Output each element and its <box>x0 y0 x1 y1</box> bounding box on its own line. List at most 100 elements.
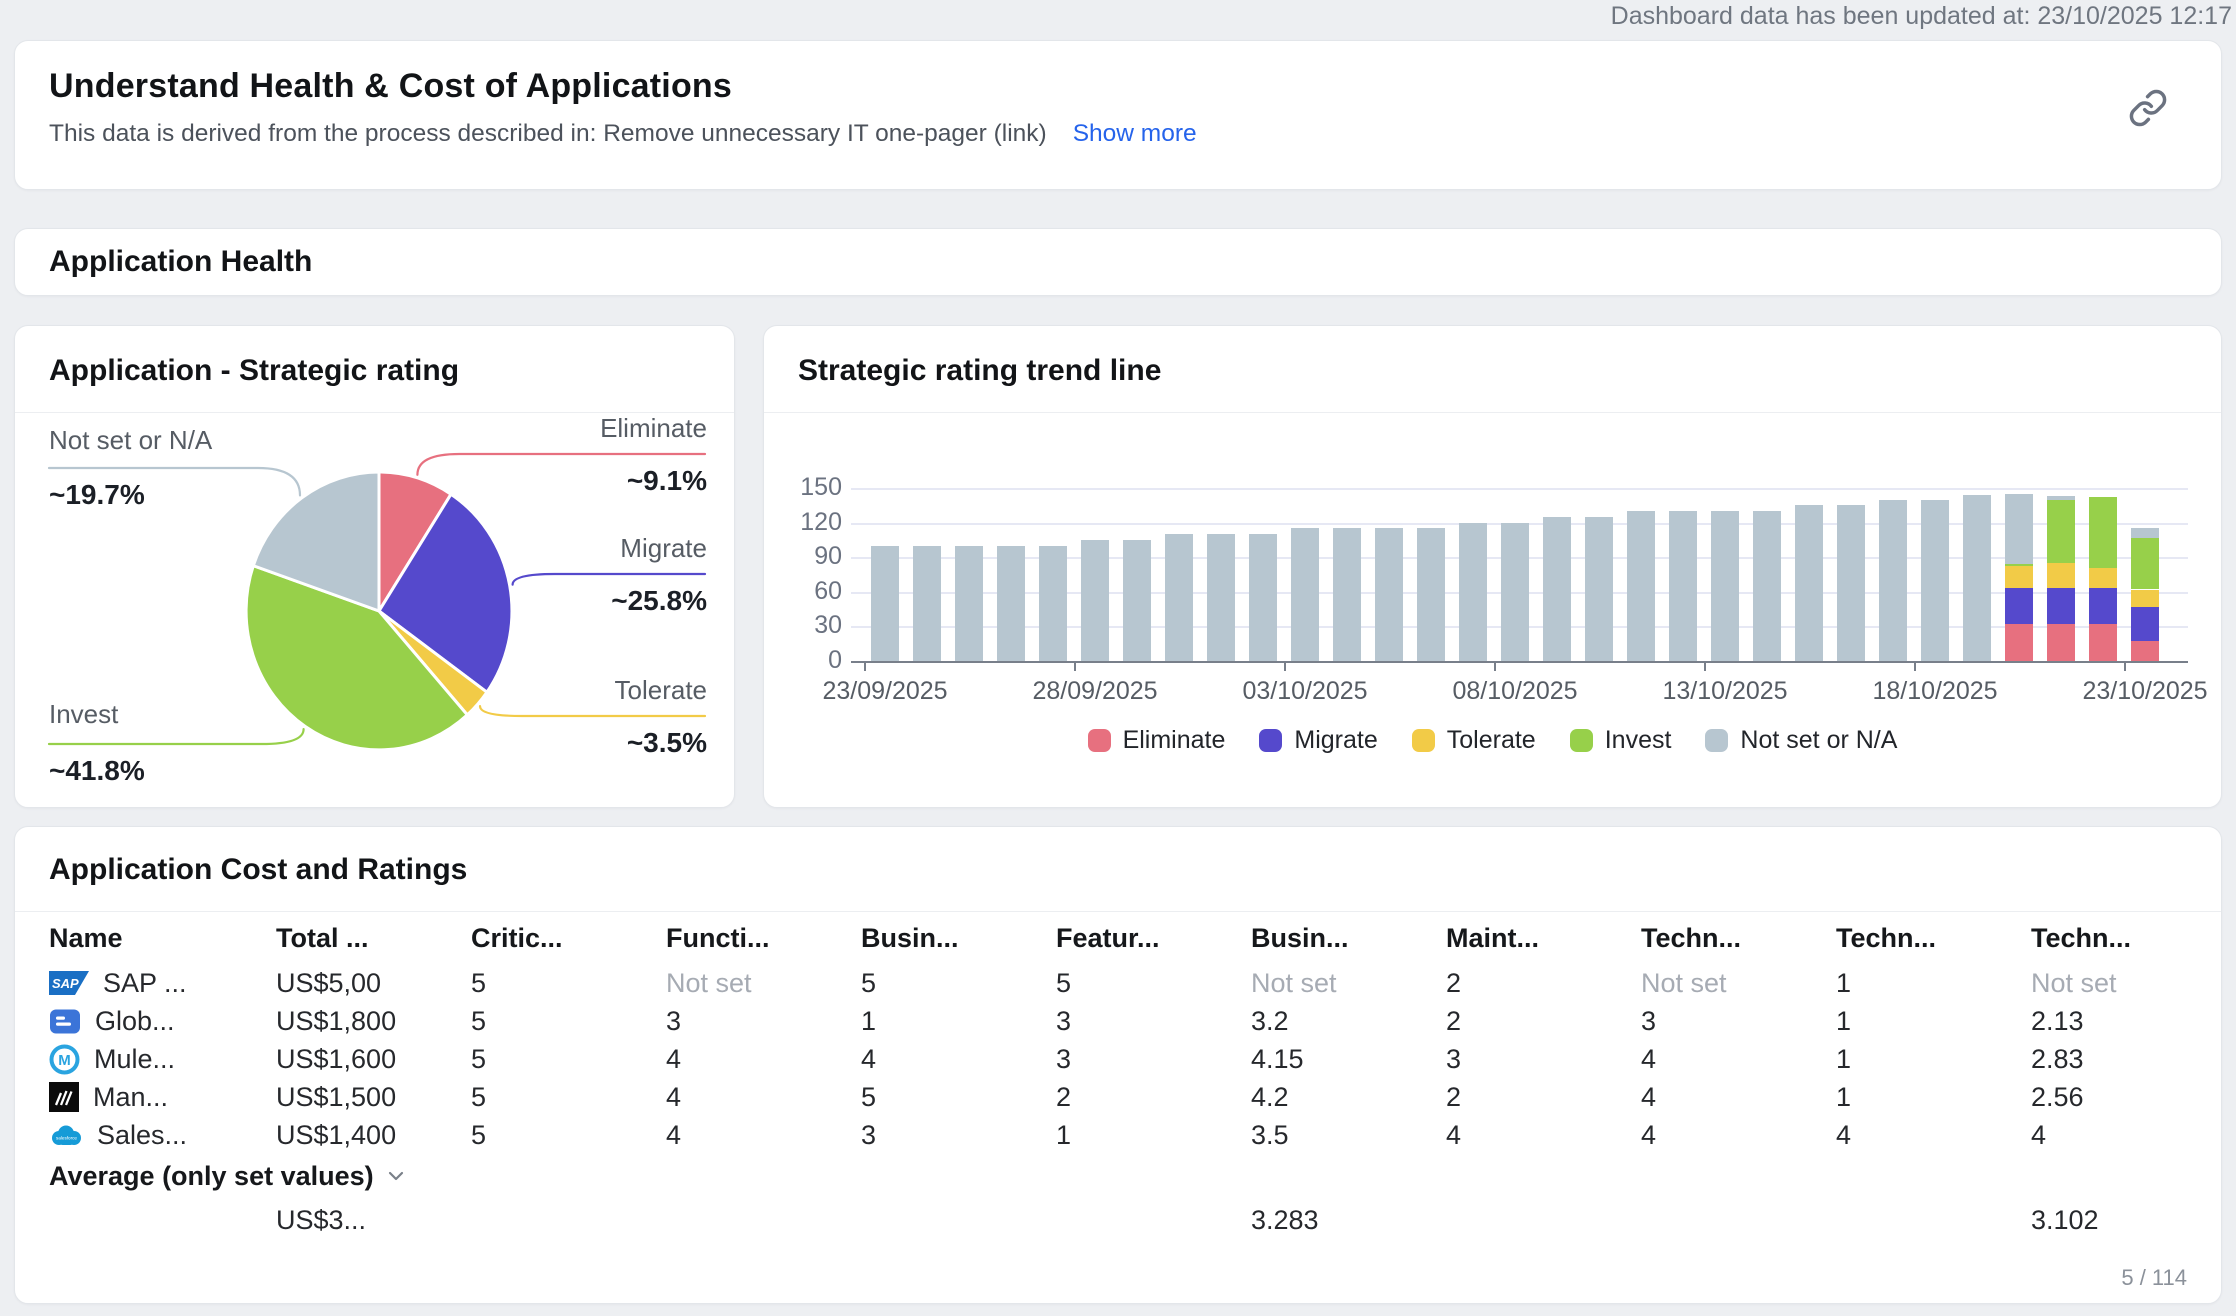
table-cell: US$1,400 <box>276 1120 471 1151</box>
table-cell: 2.56 <box>2031 1082 2187 1113</box>
x-axis-label: 03/10/2025 <box>1242 677 1367 706</box>
legend-swatch <box>1705 729 1728 752</box>
average-business-fit: 3.283 <box>1251 1205 1446 1236</box>
column-header-techn[interactable]: Techn... <box>1641 923 1836 954</box>
legend-label: Invest <box>1605 726 1672 755</box>
column-header-maint[interactable]: Maint... <box>1446 923 1641 954</box>
table-cell: 5 <box>471 968 666 999</box>
column-header-name[interactable]: Name <box>49 923 276 954</box>
pie-label-name: Tolerate <box>615 676 708 706</box>
legend-swatch <box>1259 729 1282 752</box>
bar-segment-not-set-or-n-a <box>1123 540 1151 661</box>
bar-segment-migrate <box>2131 607 2159 642</box>
x-axis-label: 28/09/2025 <box>1032 677 1157 706</box>
application-name-cell[interactable]: Glob... <box>49 1006 276 1037</box>
application-name-cell[interactable]: Man... <box>49 1082 276 1113</box>
bar-segment-not-set-or-n-a <box>1879 500 1907 662</box>
pie-label-name: Migrate <box>611 534 707 564</box>
table-cell: US$1,600 <box>276 1044 471 1075</box>
table-cell: Not set <box>2031 968 2187 999</box>
table-cell: 4 <box>1836 1120 2031 1151</box>
table-cell: 5 <box>471 1082 666 1113</box>
legend-item-not-set-or-n-a[interactable]: Not set or N/A <box>1705 726 1897 755</box>
link-icon[interactable] <box>2127 87 2169 129</box>
column-header-critic[interactable]: Critic... <box>471 923 666 954</box>
bar-segment-invest <box>2005 564 2033 566</box>
legend-label: Not set or N/A <box>1740 726 1897 755</box>
table-cell: US$5,00 <box>276 968 471 999</box>
table-cell: 1 <box>861 1006 1056 1037</box>
table-cell: 1 <box>1836 1044 2031 1075</box>
x-axis-label: 23/10/2025 <box>2082 677 2207 706</box>
table-cell: 4 <box>861 1044 1056 1075</box>
table-row[interactable]: Glob...US$1,80053133.22312.13 <box>49 1002 2187 1040</box>
bar-segment-not-set-or-n-a <box>2005 494 2033 564</box>
bar-segment-not-set-or-n-a <box>1081 540 1109 661</box>
bar-segment-eliminate <box>2047 624 2075 661</box>
legend-item-eliminate[interactable]: Eliminate <box>1088 726 1226 755</box>
table-cell: 2.83 <box>2031 1044 2187 1075</box>
bar-segment-not-set-or-n-a <box>871 546 899 661</box>
bar-segment-not-set-or-n-a <box>1921 500 1949 662</box>
bar-segment-not-set-or-n-a <box>1375 528 1403 661</box>
table-row[interactable]: SAPSAP ...US$5,005Not set55Not set2Not s… <box>49 964 2187 1002</box>
x-axis-tick <box>1704 661 1706 671</box>
application-name: Sales... <box>97 1120 187 1151</box>
column-header-busin[interactable]: Busin... <box>861 923 1056 954</box>
table-cell: 2 <box>1446 1006 1641 1037</box>
application-health-section: Application Health <box>14 228 2222 296</box>
table-row[interactable]: MMule...US$1,60054434.153412.83 <box>49 1040 2187 1078</box>
legend-swatch <box>1088 729 1111 752</box>
table-cell: 2 <box>1446 1082 1641 1113</box>
table-card-title: Application Cost and Ratings <box>49 827 2187 911</box>
table-row[interactable]: salesforceSales...US$1,40054313.54444 <box>49 1116 2187 1154</box>
x-axis-tick <box>864 661 866 671</box>
bar-segment-eliminate <box>2005 624 2033 661</box>
table-row[interactable]: Man...US$1,50054524.22412.56 <box>49 1078 2187 1116</box>
svg-text:SAP: SAP <box>52 976 79 991</box>
header-card: Understand Health & Cost of Applications… <box>14 40 2222 190</box>
chevron-down-icon[interactable] <box>384 1164 408 1188</box>
table-cell: 3 <box>666 1006 861 1037</box>
bar-segment-not-set-or-n-a <box>1543 517 1571 661</box>
bar-segment-tolerate <box>2047 563 2075 588</box>
column-header-functi[interactable]: Functi... <box>666 923 861 954</box>
bar-segment-tolerate <box>2005 566 2033 588</box>
salesforce-logo-icon: salesforce <box>49 1123 83 1148</box>
bar-segment-tolerate <box>2089 568 2117 589</box>
legend-label: Tolerate <box>1447 726 1536 755</box>
legend-item-migrate[interactable]: Migrate <box>1259 726 1377 755</box>
table-cell: 4 <box>1641 1044 1836 1075</box>
bar-segment-not-set-or-n-a <box>1165 534 1193 661</box>
table-cell: 3.5 <box>1251 1120 1446 1151</box>
table-cell: 3 <box>1056 1044 1251 1075</box>
application-name-cell[interactable]: salesforce Sales... <box>49 1120 276 1151</box>
bar-segment-not-set-or-n-a <box>2131 528 2159 537</box>
pie-label-migrate: Migrate~25.8% <box>611 534 707 617</box>
section-title: Application Health <box>49 245 312 279</box>
x-axis-label: 13/10/2025 <box>1662 677 1787 706</box>
application-name-cell[interactable]: MMule... <box>49 1044 276 1075</box>
column-header-techn[interactable]: Techn... <box>2031 923 2187 954</box>
table-cell: 5 <box>1056 968 1251 999</box>
bar-segment-invest <box>2047 500 2075 563</box>
table-cell: 4.15 <box>1251 1044 1446 1075</box>
bar-segment-not-set-or-n-a <box>1039 546 1067 661</box>
x-axis-label: 08/10/2025 <box>1452 677 1577 706</box>
legend-label: Migrate <box>1294 726 1377 755</box>
x-axis-tick <box>1284 661 1286 671</box>
legend-item-tolerate[interactable]: Tolerate <box>1412 726 1536 755</box>
table-header-row: NameTotal ...Critic...Functi...Busin...F… <box>49 912 2187 964</box>
legend-item-invest[interactable]: Invest <box>1570 726 1672 755</box>
mulesoft-logo-icon: M <box>49 1044 80 1075</box>
column-header-busin[interactable]: Busin... <box>1251 923 1446 954</box>
table-cell: 2 <box>1056 1082 1251 1113</box>
application-cost-ratings-card: Application Cost and Ratings NameTotal .… <box>14 826 2222 1304</box>
bar-segment-not-set-or-n-a <box>1585 517 1613 661</box>
application-name-cell[interactable]: SAPSAP ... <box>49 968 276 999</box>
y-axis-label: 0 <box>772 646 842 675</box>
show-more-link[interactable]: Show more <box>1073 120 1197 148</box>
column-header-total[interactable]: Total ... <box>276 923 471 954</box>
column-header-techn[interactable]: Techn... <box>1836 923 2031 954</box>
column-header-featur[interactable]: Featur... <box>1056 923 1251 954</box>
